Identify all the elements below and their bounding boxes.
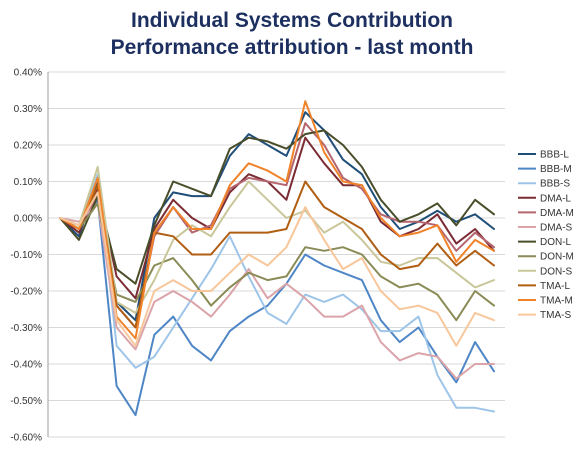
series-line-bbb-m	[59, 198, 495, 417]
legend-label-tma-s: TMA-S	[540, 310, 571, 321]
series-lines	[59, 100, 495, 417]
chart-title-line-1: Individual Systems Contribution	[131, 9, 453, 32]
series-line-don-m	[59, 202, 495, 322]
y-tick-label: -0.60%	[10, 433, 42, 444]
legend-label-bbb-m: BBB-M	[540, 164, 572, 175]
series-line-bbb-l	[59, 111, 495, 322]
legend-label-don-s: DON-S	[540, 266, 573, 277]
series-line-don-s	[59, 165, 495, 314]
legend-label-bbb-l: BBB-L	[540, 150, 569, 161]
chart-title-line-2: Performance attribution - last month	[111, 36, 474, 59]
legend-label-dma-m: DMA-M	[540, 208, 574, 219]
y-tick-label: 0.00%	[14, 214, 42, 225]
y-tick-label: 0.10%	[14, 177, 42, 188]
legend-label-don-l: DON-L	[540, 237, 572, 248]
legend: BBB-L BBB-M BBB-S DMA-L DMA-M DMA-S DON-L DON-M…	[518, 150, 574, 321]
y-tick-label: -0.10%	[10, 250, 42, 261]
y-axis-tick-labels: 0.40% 0.30% 0.20% 0.10% 0.00% -0.10% -0.20% -0.…	[10, 68, 42, 444]
y-tick-label: -0.50%	[10, 396, 42, 407]
y-tick-label: -0.20%	[10, 287, 42, 298]
series-line-don-l	[59, 129, 495, 285]
y-tick-label: -0.30%	[10, 323, 42, 334]
series-line-bbb-s	[59, 173, 495, 413]
legend-label-tma-m: TMA-M	[540, 296, 573, 307]
legend-label-bbb-s: BBB-S	[540, 179, 570, 190]
legend-label-don-m: DON-M	[540, 252, 574, 263]
legend-label-dma-s: DMA-S	[540, 223, 573, 234]
series-line-dma-s	[59, 202, 495, 380]
y-tick-label: 0.20%	[14, 141, 42, 152]
series-line-tma-m	[59, 100, 495, 340]
series-line-tma-l	[59, 180, 495, 329]
series-line-dma-l	[59, 136, 495, 300]
y-tick-label: 0.40%	[14, 68, 42, 79]
y-tick-label: -0.40%	[10, 360, 42, 371]
y-tick-label: 0.30%	[14, 104, 42, 115]
series-line-tma-s	[59, 191, 495, 347]
legend-label-tma-l: TMA-L	[540, 281, 570, 292]
gridlines	[47, 71, 505, 438]
legend-label-dma-l: DMA-L	[540, 193, 572, 204]
